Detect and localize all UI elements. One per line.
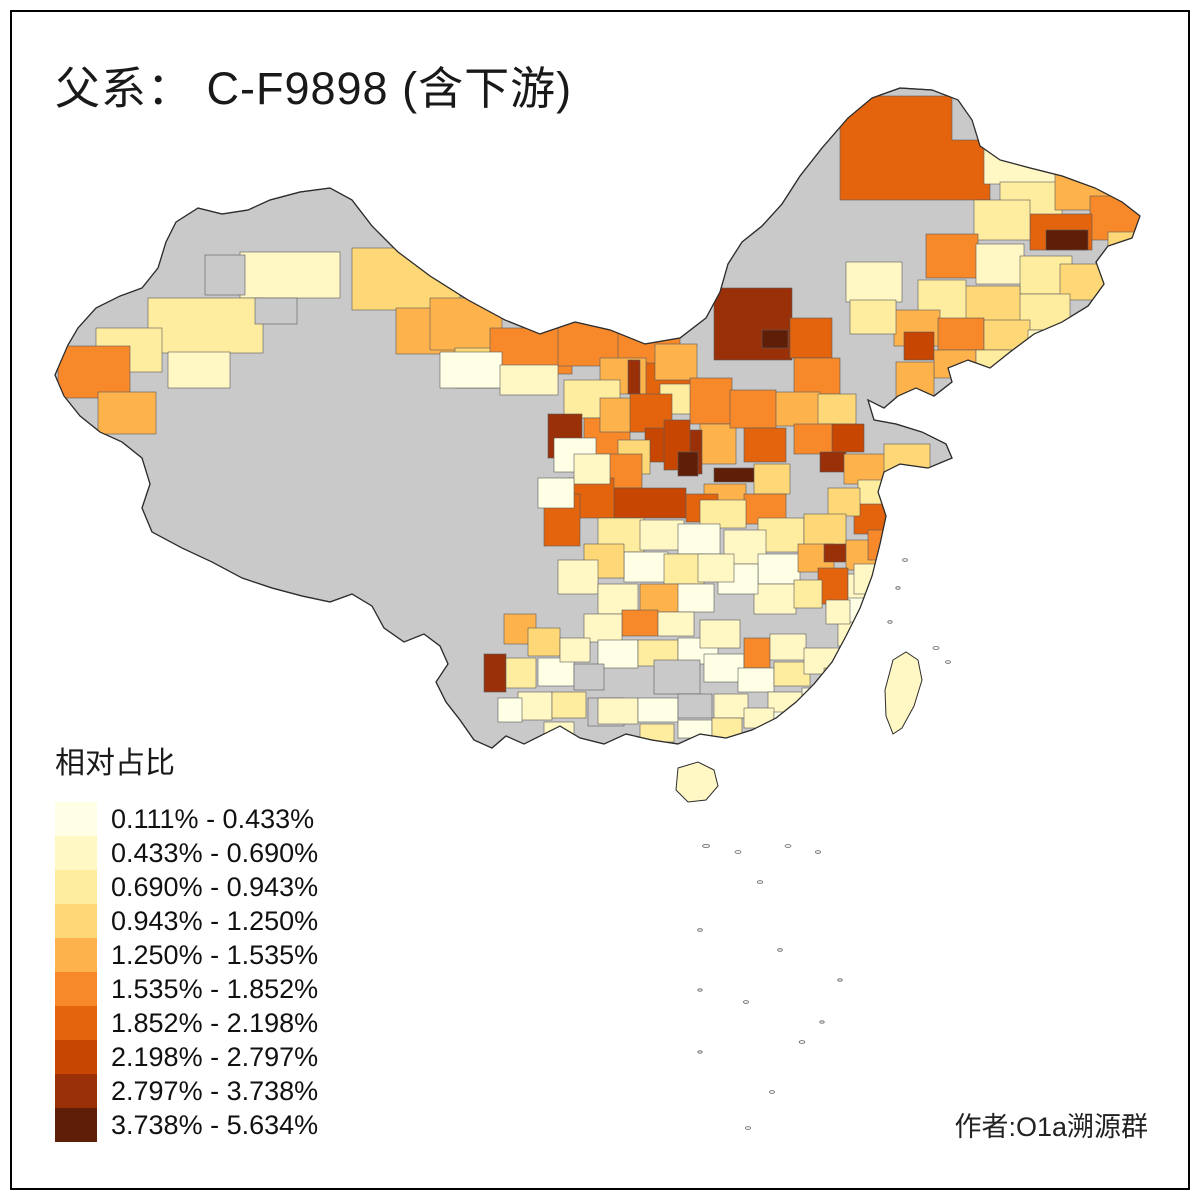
map-legend: 相对占比 0.111% - 0.433% 0.433% - 0.690% 0.6… bbox=[55, 738, 318, 1142]
legend-item: 0.433% - 0.690% bbox=[55, 836, 318, 870]
legend-label: 3.738% - 5.634% bbox=[111, 1109, 319, 1140]
legend-item: 2.797% - 3.738% bbox=[55, 1074, 318, 1108]
legend-item: 3.738% - 5.634% bbox=[55, 1108, 318, 1142]
legend-item: 1.535% - 1.852% bbox=[55, 972, 318, 1006]
legend-swatch bbox=[55, 802, 97, 836]
prefecture-mosaic bbox=[57, 88, 1140, 743]
legend-label: 0.943% - 1.250% bbox=[111, 905, 319, 936]
legend-swatch bbox=[55, 836, 97, 870]
legend-swatch bbox=[55, 870, 97, 904]
legend-swatch bbox=[55, 938, 97, 972]
legend-title: 相对占比 bbox=[55, 747, 175, 780]
author-credit: 作者:O1a溯源群 bbox=[954, 1112, 1148, 1142]
legend-label: 2.198% - 2.797% bbox=[111, 1041, 319, 1072]
legend-swatch bbox=[55, 904, 97, 938]
small-islands bbox=[697, 558, 951, 1130]
page-title: 父系： C-F9898 (含下游) bbox=[55, 63, 573, 114]
legend-item: 0.943% - 1.250% bbox=[55, 904, 318, 938]
legend-swatch bbox=[55, 1074, 97, 1108]
legend-label: 0.433% - 0.690% bbox=[111, 837, 319, 868]
legend-item: 1.250% - 1.535% bbox=[55, 938, 318, 972]
legend-item: 1.852% - 2.198% bbox=[55, 1006, 318, 1040]
legend-swatch bbox=[55, 1108, 97, 1142]
legend-label: 1.852% - 2.198% bbox=[111, 1007, 319, 1038]
legend-label: 1.250% - 1.535% bbox=[111, 939, 319, 970]
legend-swatch bbox=[55, 972, 97, 1006]
legend-label: 0.690% - 0.943% bbox=[111, 871, 319, 902]
legend-swatch bbox=[55, 1040, 97, 1074]
legend-item: 0.690% - 0.943% bbox=[55, 870, 318, 904]
legend-label: 1.535% - 1.852% bbox=[111, 973, 319, 1004]
legend-label: 2.797% - 3.738% bbox=[111, 1075, 319, 1106]
legend-label: 0.111% - 0.433% bbox=[111, 803, 315, 834]
legend-item: 2.198% - 2.797% bbox=[55, 1040, 318, 1074]
legend-swatch bbox=[55, 1006, 97, 1040]
taiwan-island bbox=[884, 651, 923, 735]
hainan-island bbox=[675, 761, 719, 803]
mainland-border bbox=[54, 87, 1141, 749]
legend-item: 0.111% - 0.433% bbox=[55, 802, 318, 836]
